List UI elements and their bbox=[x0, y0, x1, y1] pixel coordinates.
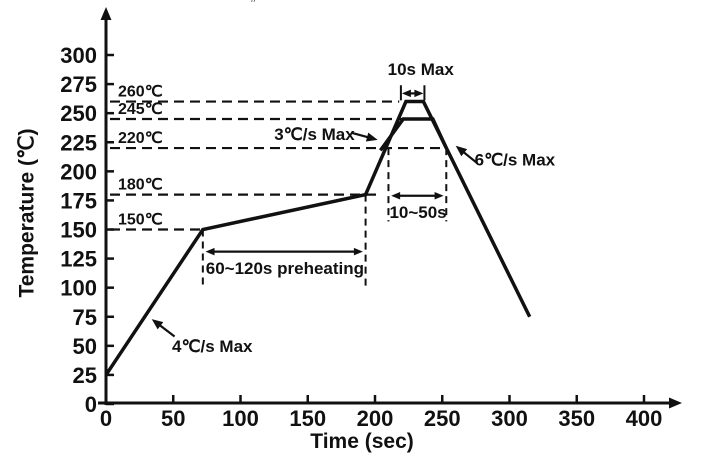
x-axis-title: Time (sec) bbox=[310, 430, 414, 453]
span-0-right-head bbox=[414, 89, 424, 98]
span-1-label: 10~50s bbox=[389, 203, 446, 222]
ref-label-220: 220℃ bbox=[118, 130, 163, 147]
x-tick-label-50: 50 bbox=[161, 406, 185, 431]
span-2-left-head bbox=[205, 247, 215, 256]
y-tick-label-0: 0 bbox=[85, 392, 97, 417]
ref-label-245: 245℃ bbox=[118, 101, 163, 118]
x-tick-label-400: 400 bbox=[626, 406, 663, 431]
span-2-right-head bbox=[353, 247, 363, 256]
x-tick-label-200: 200 bbox=[357, 406, 394, 431]
x-tick-label-250: 250 bbox=[424, 406, 461, 431]
y-tick-label-275: 275 bbox=[60, 72, 97, 97]
pointer-0-head bbox=[151, 319, 164, 330]
y-tick-label-250: 250 bbox=[60, 101, 97, 126]
x-tick-label-350: 350 bbox=[558, 406, 595, 431]
stray-mark: ” bbox=[250, 0, 256, 10]
x-axis-arrow bbox=[669, 397, 682, 409]
y-tick-label-225: 225 bbox=[60, 130, 97, 155]
ref-label-180: 180℃ bbox=[118, 177, 163, 194]
y-axis-arrow bbox=[100, 7, 112, 20]
x-tick-label-300: 300 bbox=[491, 406, 528, 431]
span-2-label: 60~120s preheating bbox=[206, 259, 364, 278]
y-tick-label-50: 50 bbox=[73, 334, 97, 359]
y-tick-label-125: 125 bbox=[60, 247, 97, 272]
ref-label-150: 150℃ bbox=[118, 212, 163, 229]
span-1-right-head bbox=[434, 191, 444, 200]
span-0-label: 10s Max bbox=[388, 60, 455, 79]
y-tick-label-75: 75 bbox=[73, 305, 97, 330]
y-tick-label-300: 300 bbox=[60, 43, 97, 68]
ref-label-260: 260℃ bbox=[118, 84, 163, 101]
y-tick-label-200: 200 bbox=[60, 159, 97, 184]
x-tick-label-0: 0 bbox=[100, 406, 112, 431]
y-tick-label-100: 100 bbox=[60, 276, 97, 301]
x-tick-label-150: 150 bbox=[289, 406, 326, 431]
y-tick-label-25: 25 bbox=[73, 363, 97, 388]
y-tick-label-150: 150 bbox=[60, 218, 97, 243]
pointer-1-label: 3℃/s Max bbox=[274, 125, 355, 144]
nominal-reflow-profile bbox=[378, 117, 448, 152]
x-tick-label-100: 100 bbox=[222, 406, 259, 431]
pointer-2-head bbox=[455, 145, 468, 157]
pointer-2-label: 6℃/s Max bbox=[475, 151, 556, 170]
pointer-1-head bbox=[365, 132, 378, 142]
y-tick-label-175: 175 bbox=[60, 188, 97, 213]
span-0-left-head bbox=[401, 89, 411, 98]
span-1-left-head bbox=[391, 191, 401, 200]
pointer-0-label: 4℃/s Max bbox=[172, 337, 253, 356]
